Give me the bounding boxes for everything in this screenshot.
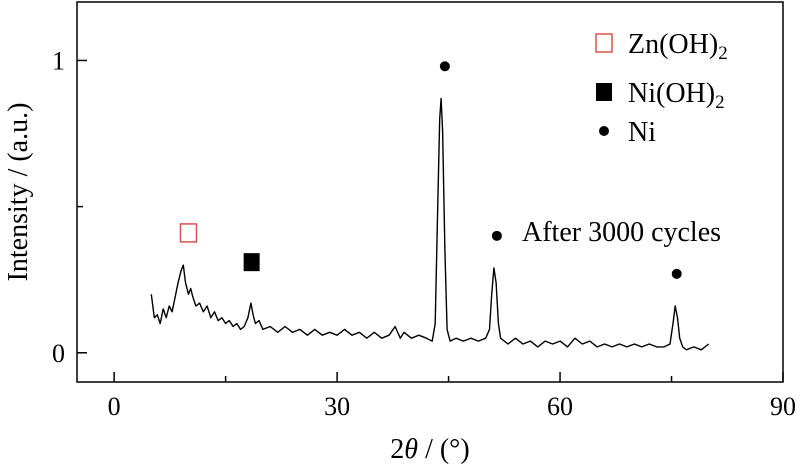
plot-frame	[76, 1, 784, 383]
legend-marker-filled-square	[596, 83, 612, 101]
peak-marker-filled-circle	[439, 61, 450, 72]
peak-marker-filled-circle	[671, 268, 682, 279]
legend-label: Zn(OH)2	[628, 29, 728, 64]
legend-label: Ni	[628, 117, 656, 148]
x-axis-label-unit: / (°)	[418, 434, 470, 465]
peak-marker-filled-square	[243, 253, 260, 272]
peak-markers	[179, 61, 682, 279]
series-layer	[150, 97, 710, 351]
peak-marker-open-square	[179, 223, 198, 243]
x-tick-label: 60	[547, 392, 573, 421]
x-tick-label: 0	[108, 392, 121, 421]
x-tick-label: 30	[324, 392, 350, 421]
legend-label: Ni(OH)2	[628, 78, 725, 113]
axes: 0 30 60 90 0 1	[52, 1, 796, 421]
y-tick-label: 0	[52, 339, 65, 368]
xrd-pattern-line	[150, 97, 710, 351]
legend-marker-open-square	[595, 33, 613, 53]
annotation-label: After 3000 cycles	[522, 217, 721, 248]
x-tick-label: 90	[770, 392, 796, 421]
x-axis-label-variable: θ	[404, 434, 418, 465]
legend: Zn(OH)2 Ni(OH)2 Ni	[595, 29, 728, 148]
y-axis-label: Intensity / (a.u.)	[3, 103, 34, 282]
legend-marker-filled-circle	[599, 126, 609, 136]
y-tick-label: 1	[52, 46, 65, 75]
x-axis-label-prefix: 2	[390, 434, 404, 465]
peak-marker-filled-circle	[491, 230, 502, 241]
x-axis-label: 2θ / (°)	[390, 434, 469, 465]
